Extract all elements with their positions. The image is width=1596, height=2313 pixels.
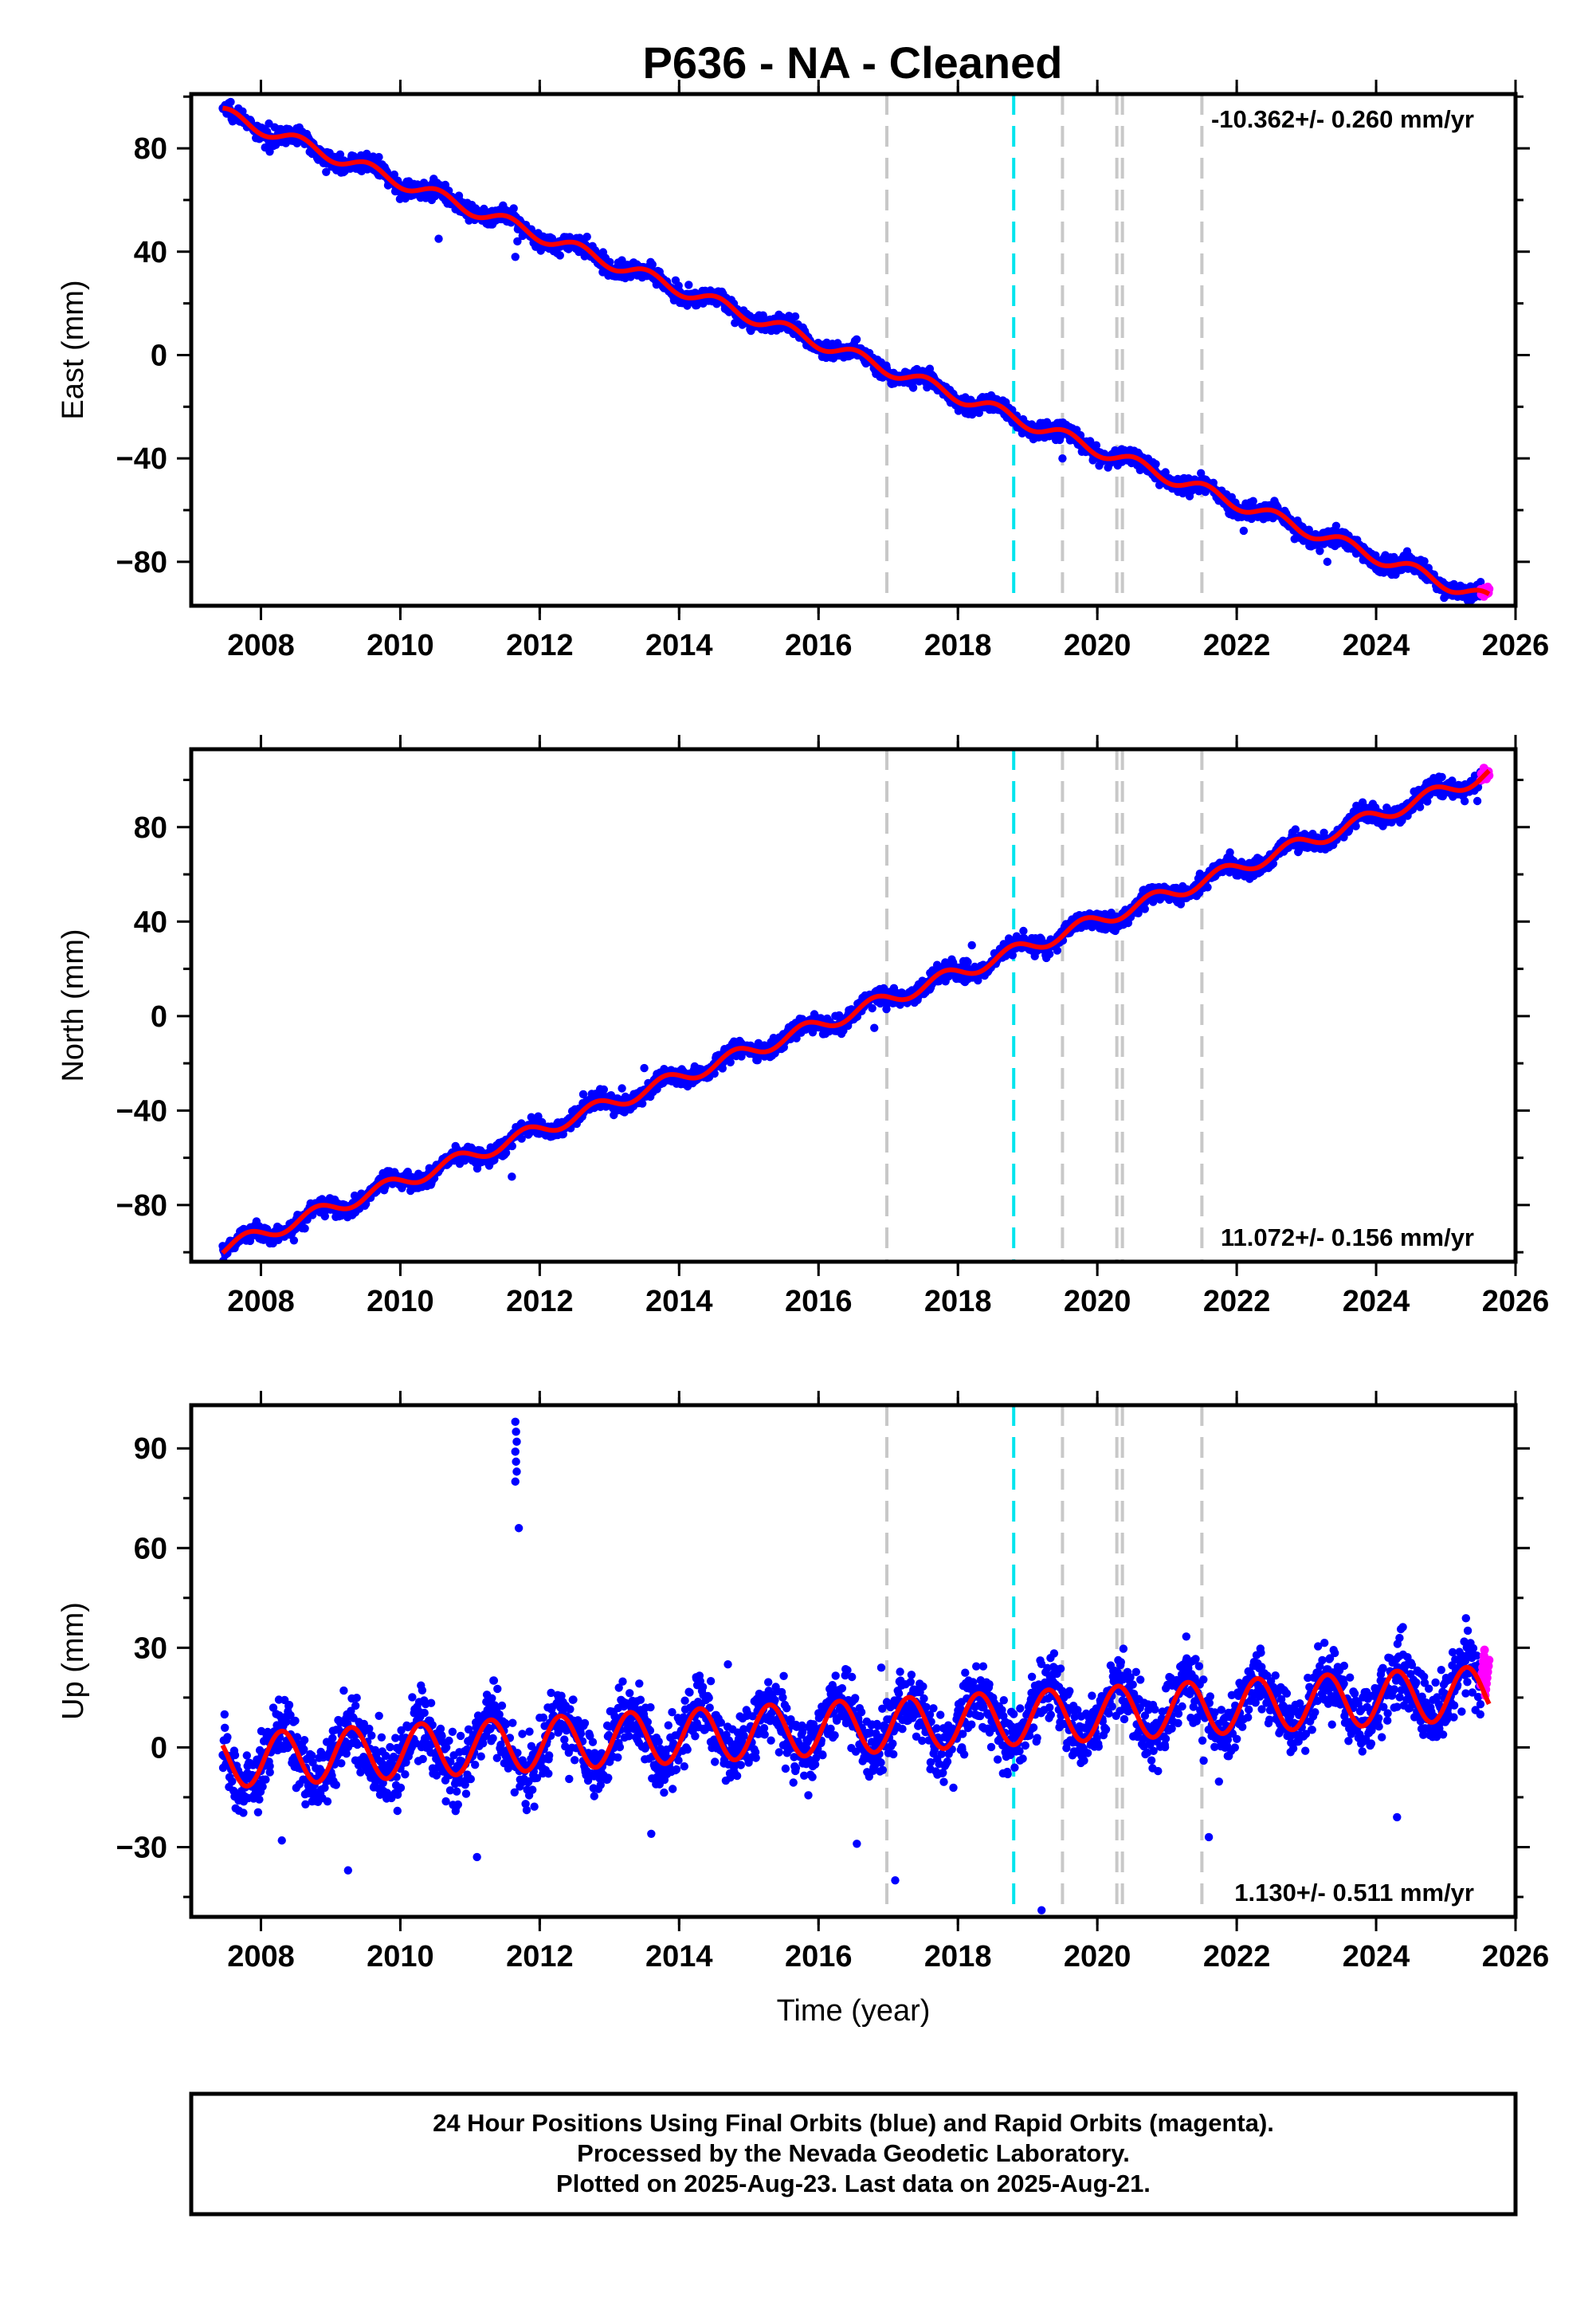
final-orbit-point — [555, 251, 564, 260]
x-tick-label: 2026 — [1482, 629, 1550, 662]
x-tick-label: 2012 — [506, 629, 574, 662]
final-orbit-point — [638, 1099, 647, 1108]
y-tick-label: −80 — [116, 546, 167, 579]
final-orbit-point — [335, 150, 345, 159]
outlier-point — [1058, 454, 1067, 463]
final-orbit-point — [509, 204, 518, 213]
outlier-point — [1323, 557, 1332, 567]
outlier-point — [511, 253, 520, 261]
y-tick-label: 40 — [134, 236, 167, 269]
final-orbit-point — [1019, 926, 1028, 936]
final-orbit-point — [300, 1224, 309, 1233]
final-orbit-point — [289, 1236, 299, 1245]
outlier-point — [513, 237, 522, 246]
x-tick-label: 2008 — [227, 629, 295, 662]
final-orbit-point — [582, 232, 591, 242]
final-orbit-point — [618, 1084, 626, 1093]
final-orbit-point — [226, 97, 235, 107]
final-orbit-point — [1316, 547, 1324, 556]
chart-title: P636 - NA - Cleaned — [643, 37, 1063, 88]
outlier-point — [434, 234, 443, 243]
y-tick-label: 80 — [134, 132, 167, 166]
final-orbit-point — [908, 383, 918, 392]
x-tick-label: 2018 — [924, 629, 992, 662]
final-orbit-point — [1161, 468, 1170, 477]
x-tick-label: 2020 — [1064, 629, 1131, 662]
final-orbit-point — [1045, 949, 1054, 959]
x-tick-label: 2016 — [785, 629, 853, 662]
final-orbit-point — [868, 1003, 876, 1013]
final-orbit-point — [963, 957, 972, 967]
y-tick-label: −40 — [116, 442, 167, 476]
final-orbit-point — [322, 167, 331, 176]
x-tick-label: 2014 — [645, 629, 713, 662]
x-tick-label: 2022 — [1203, 629, 1271, 662]
x-tick-label: 2010 — [367, 629, 434, 662]
final-orbit-point — [363, 149, 371, 159]
final-orbit-point — [1053, 946, 1062, 955]
final-orbit-point — [599, 1085, 608, 1094]
y-tick-label: 0 — [151, 339, 167, 372]
final-orbit-point — [1203, 883, 1212, 892]
final-orbit-point — [852, 335, 861, 344]
final-orbit-point — [1151, 460, 1160, 469]
final-orbit-point — [974, 408, 984, 418]
final-orbit-point — [790, 312, 800, 321]
outlier-point — [1239, 526, 1249, 536]
final-orbit-point — [374, 152, 383, 162]
final-orbit-point — [684, 281, 693, 289]
east-panel: 2008 2010 2012 2014 2016 2018 2020 2022 2024 2026… — [57, 80, 1549, 662]
final-orbit-point — [265, 147, 274, 156]
x-tick-label: 2024 — [1343, 629, 1410, 662]
final-orbit-point — [1092, 441, 1101, 450]
y-axis-label: East (mm) — [57, 280, 90, 419]
final-orbit-point — [648, 260, 657, 269]
final-orbit-point — [726, 1058, 735, 1067]
north-panel: 2008 2010 2012 2014 2016 2018 2020 2022 2024 2026… — [57, 735, 1549, 1318]
rate-label: -10.362+/- 0.260 mm/yr — [1211, 105, 1474, 133]
